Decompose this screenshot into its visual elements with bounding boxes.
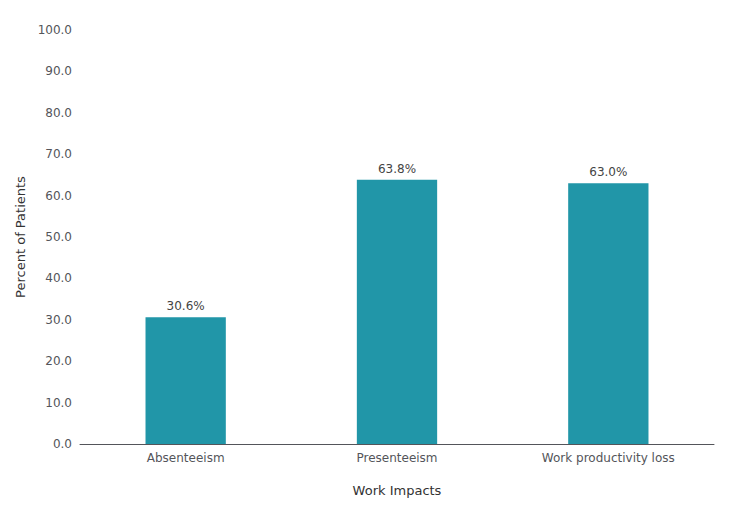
svg-text:90.0: 90.0	[45, 64, 72, 78]
svg-text:Percent of Patients: Percent of Patients	[13, 176, 28, 298]
svg-text:40.0: 40.0	[45, 271, 72, 285]
svg-text:80.0: 80.0	[45, 106, 72, 120]
svg-text:30.0: 30.0	[45, 313, 72, 327]
svg-text:Presenteeism: Presenteeism	[356, 451, 437, 465]
svg-text:60.0: 60.0	[45, 189, 72, 203]
svg-text:Absenteeism: Absenteeism	[147, 451, 225, 465]
svg-text:70.0: 70.0	[45, 147, 72, 161]
svg-text:63.8%: 63.8%	[378, 162, 416, 176]
svg-text:50.0: 50.0	[45, 230, 72, 244]
svg-text:Work productivity loss: Work productivity loss	[542, 451, 675, 465]
svg-text:10.0: 10.0	[45, 396, 72, 410]
svg-text:0.0: 0.0	[53, 437, 72, 451]
svg-text:100.0: 100.0	[38, 23, 72, 37]
svg-text:Work Impacts: Work Impacts	[353, 483, 442, 498]
svg-text:63.0%: 63.0%	[589, 165, 627, 179]
svg-text:30.6%: 30.6%	[167, 299, 205, 313]
svg-text:20.0: 20.0	[45, 354, 72, 368]
